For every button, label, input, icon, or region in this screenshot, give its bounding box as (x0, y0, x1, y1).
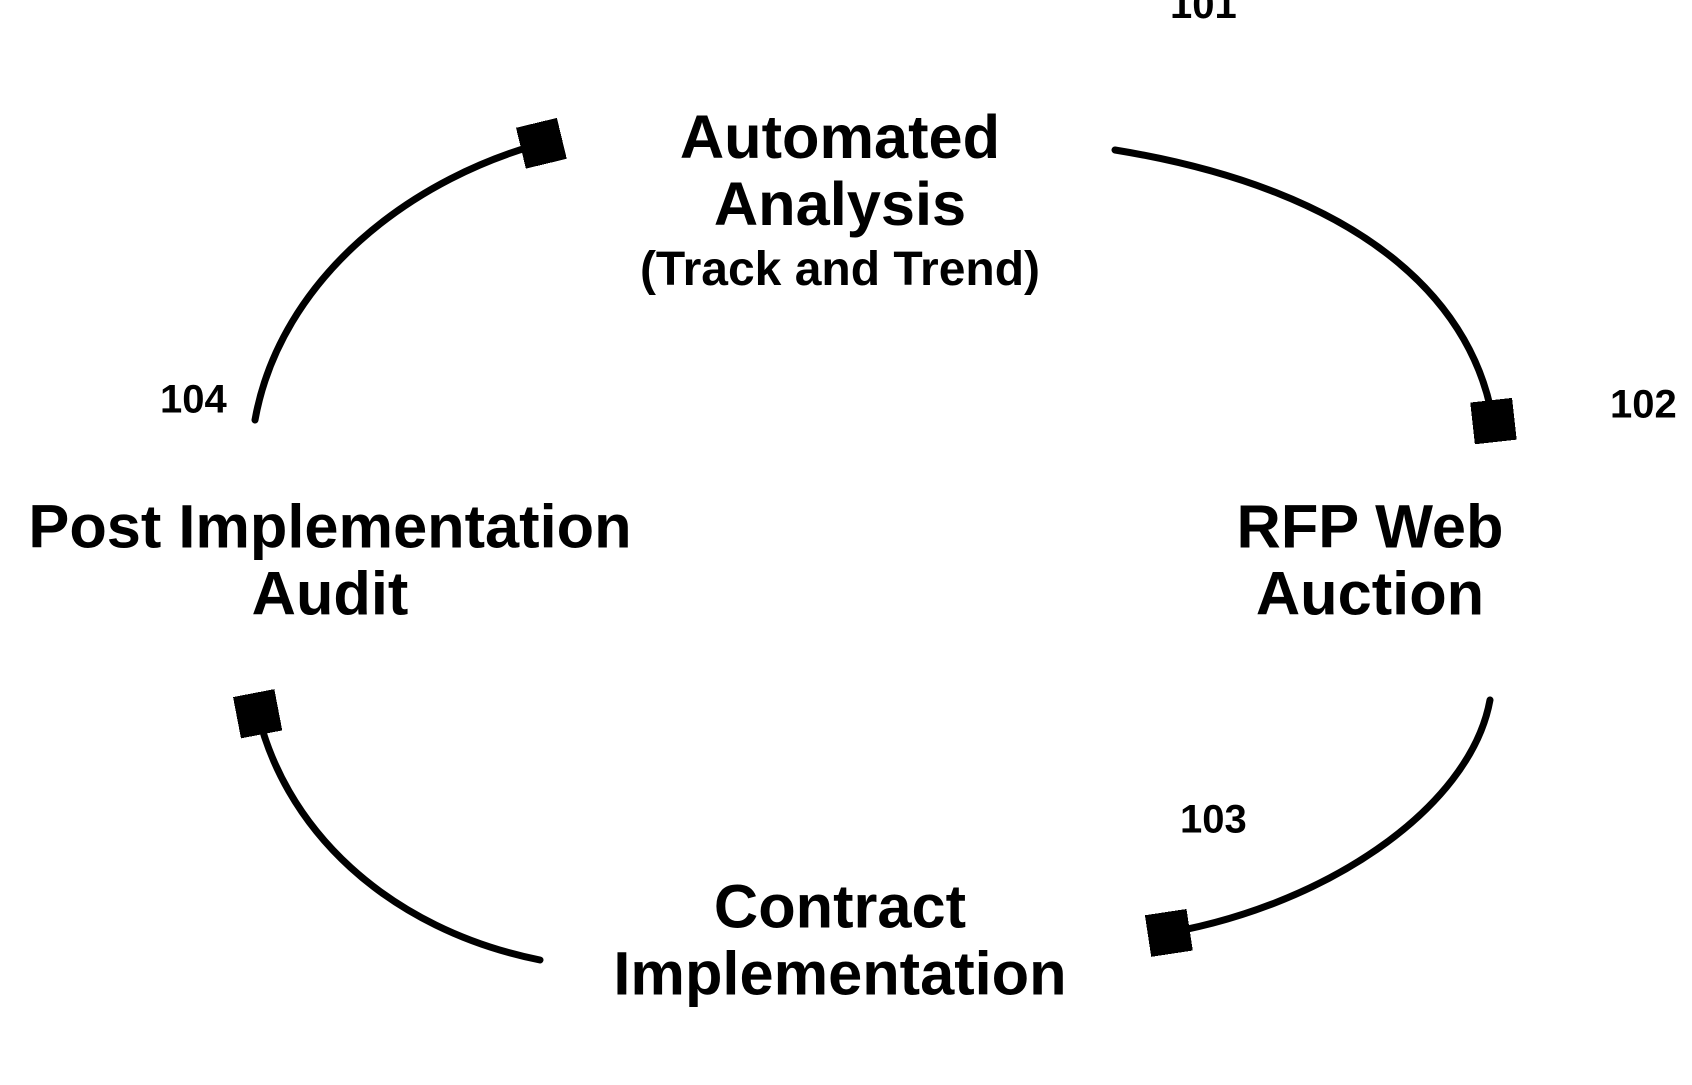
node-103-title-line2: Implementation (560, 940, 1120, 1007)
diagram-canvas: 101 Automated Analysis (Track and Trend)… (0, 0, 1692, 1085)
node-104-title-line1: Post Implementation (10, 493, 650, 560)
node-101: 101 Automated Analysis (Track and Trend) (580, 103, 1100, 297)
node-101-subtitle: (Track and Trend) (580, 244, 1100, 297)
node-101-title-line2: Analysis (580, 171, 1100, 238)
arc-104-101 (255, 140, 555, 420)
node-103-title-line1: Contract (560, 873, 1120, 940)
node-101-title-line1: Automated (580, 103, 1100, 170)
node-104-ref: 104 (160, 378, 227, 422)
node-103: 103 Contract Implementation (560, 873, 1120, 1008)
node-102-title-line2: Auction (1190, 560, 1550, 627)
node-102-title-line1: RFP Web (1190, 493, 1550, 560)
node-103-ref: 103 (1180, 798, 1247, 842)
arc-101-102 (1115, 150, 1495, 435)
node-104: 104 Post Implementation Audit (10, 493, 650, 628)
node-101-ref: 101 (1170, 0, 1237, 27)
node-102: 102 RFP Web Auction (1190, 493, 1550, 628)
arc-103-104 (255, 700, 540, 960)
node-104-title-line2: Audit (10, 560, 650, 627)
node-102-ref: 102 (1610, 383, 1677, 427)
